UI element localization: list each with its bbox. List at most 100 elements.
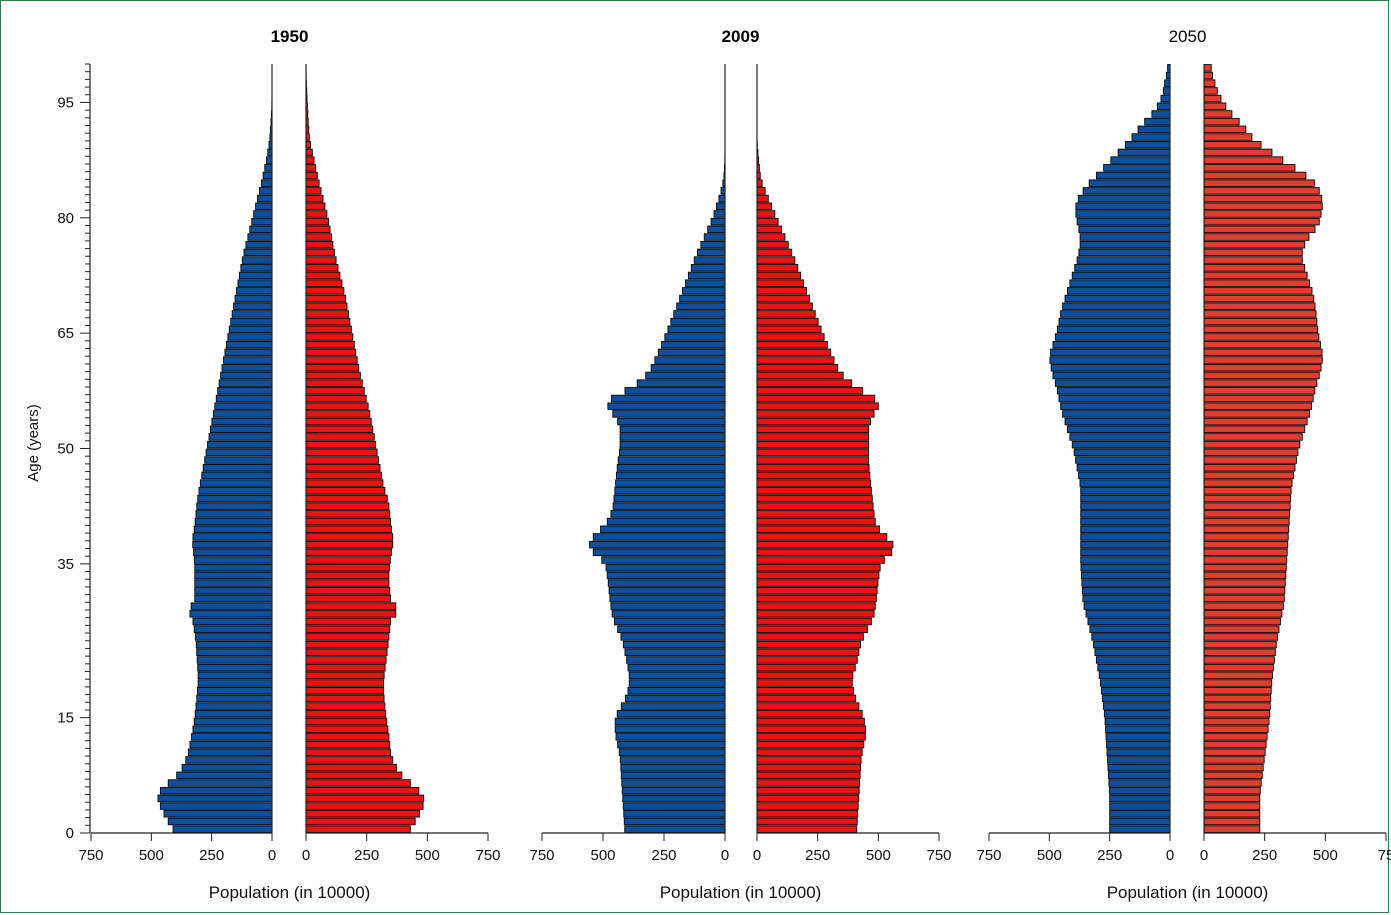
male-bar [1060, 310, 1171, 318]
female-bar [756, 540, 894, 549]
male-bar [243, 248, 273, 257]
female-bar [756, 456, 870, 464]
male-bar [194, 633, 273, 641]
female-bar [1203, 617, 1281, 626]
female-bar [1203, 117, 1240, 126]
male-bar [1109, 817, 1171, 826]
male-bar [198, 487, 273, 495]
female-bar [756, 356, 835, 364]
female-bar [305, 417, 372, 426]
male-bar [614, 725, 726, 733]
male-bar [614, 487, 726, 495]
male-bar [619, 756, 726, 764]
female-bar [756, 556, 885, 564]
female-bar [756, 194, 769, 203]
female-bar [1203, 802, 1261, 810]
male-bar [215, 394, 273, 403]
female-bar [1203, 756, 1265, 764]
male-bar [1095, 171, 1171, 180]
male-bar [1131, 133, 1171, 141]
male-bar [636, 379, 726, 387]
female-bar [756, 217, 779, 226]
male-bar [682, 287, 726, 295]
male-bar [1080, 502, 1171, 510]
male-bar [265, 156, 273, 164]
male-bar [1079, 233, 1171, 241]
female-bar [756, 740, 865, 749]
male-bar [1108, 771, 1171, 780]
female-bar [756, 179, 763, 187]
female-bar [305, 725, 389, 733]
female-bar [756, 202, 773, 211]
male-bar [167, 817, 273, 826]
female-bar [756, 379, 853, 387]
female-bar [305, 648, 388, 657]
female-bar [756, 656, 858, 664]
female-bar [1203, 702, 1271, 710]
male-bar [192, 533, 273, 541]
male-bar [679, 294, 726, 303]
female-bar [1203, 156, 1284, 164]
female-bar [756, 264, 799, 272]
female-bar [1203, 179, 1315, 187]
female-bar [1203, 271, 1308, 280]
female-bar [756, 648, 860, 657]
pyramid-panel-2009: 2009 750 500 250 0 0 250 500 750 Population (in 1… [529, 27, 951, 902]
male-bar [1074, 264, 1171, 272]
female-bar [305, 302, 348, 310]
female-bar [1203, 110, 1233, 118]
female-bar [305, 786, 420, 795]
female-bar [1203, 717, 1270, 726]
male-bar [710, 217, 726, 226]
female-bar [305, 264, 339, 272]
female-bar [305, 479, 384, 487]
male-bar [212, 410, 273, 418]
male-bar [1075, 210, 1171, 218]
female-bar [305, 686, 385, 695]
x-tick-label: 0 [753, 847, 761, 864]
male-bar [1101, 694, 1171, 703]
male-bar [615, 471, 726, 480]
female-bar [756, 579, 879, 587]
male-bar [1056, 325, 1171, 334]
female-bar [756, 287, 807, 295]
female-bar [1203, 563, 1287, 572]
male-bar [204, 456, 273, 464]
female-bar [756, 717, 865, 726]
male-bar [1094, 648, 1171, 657]
male-bar [676, 302, 726, 310]
male-bar [1105, 725, 1171, 733]
female-bar [305, 525, 392, 533]
male-bar [1091, 633, 1171, 641]
panel-title: 1950 [271, 27, 309, 46]
y-tick-label: 65 [57, 325, 74, 342]
female-bar [305, 402, 369, 410]
male-bar [1066, 425, 1171, 434]
male-bar [189, 610, 273, 618]
male-bar [1054, 333, 1171, 341]
x-axis-label: Population (in 10000) [209, 883, 371, 902]
female-bar [1203, 679, 1273, 687]
female-bar [1203, 364, 1322, 372]
female-bar [756, 364, 839, 372]
female-bar [1203, 463, 1296, 472]
male-bar [237, 279, 273, 287]
male-bar [606, 571, 726, 580]
male-bar [1079, 240, 1171, 249]
male-bar [1080, 533, 1171, 541]
x-tick-label: 500 [590, 847, 615, 864]
male-bar [194, 571, 273, 580]
female-bar [756, 210, 776, 218]
male-bar [1100, 679, 1171, 687]
female-bar [756, 817, 858, 826]
male-bar [1062, 302, 1171, 310]
female-bar [1203, 371, 1320, 380]
female-bar [756, 402, 879, 410]
female-bar [756, 733, 866, 741]
female-bar [1203, 487, 1292, 495]
male-bar [592, 548, 726, 557]
male-bar [1160, 94, 1171, 103]
female-bar [1203, 287, 1313, 295]
male-bar [1064, 417, 1171, 426]
female-bar [305, 548, 392, 557]
